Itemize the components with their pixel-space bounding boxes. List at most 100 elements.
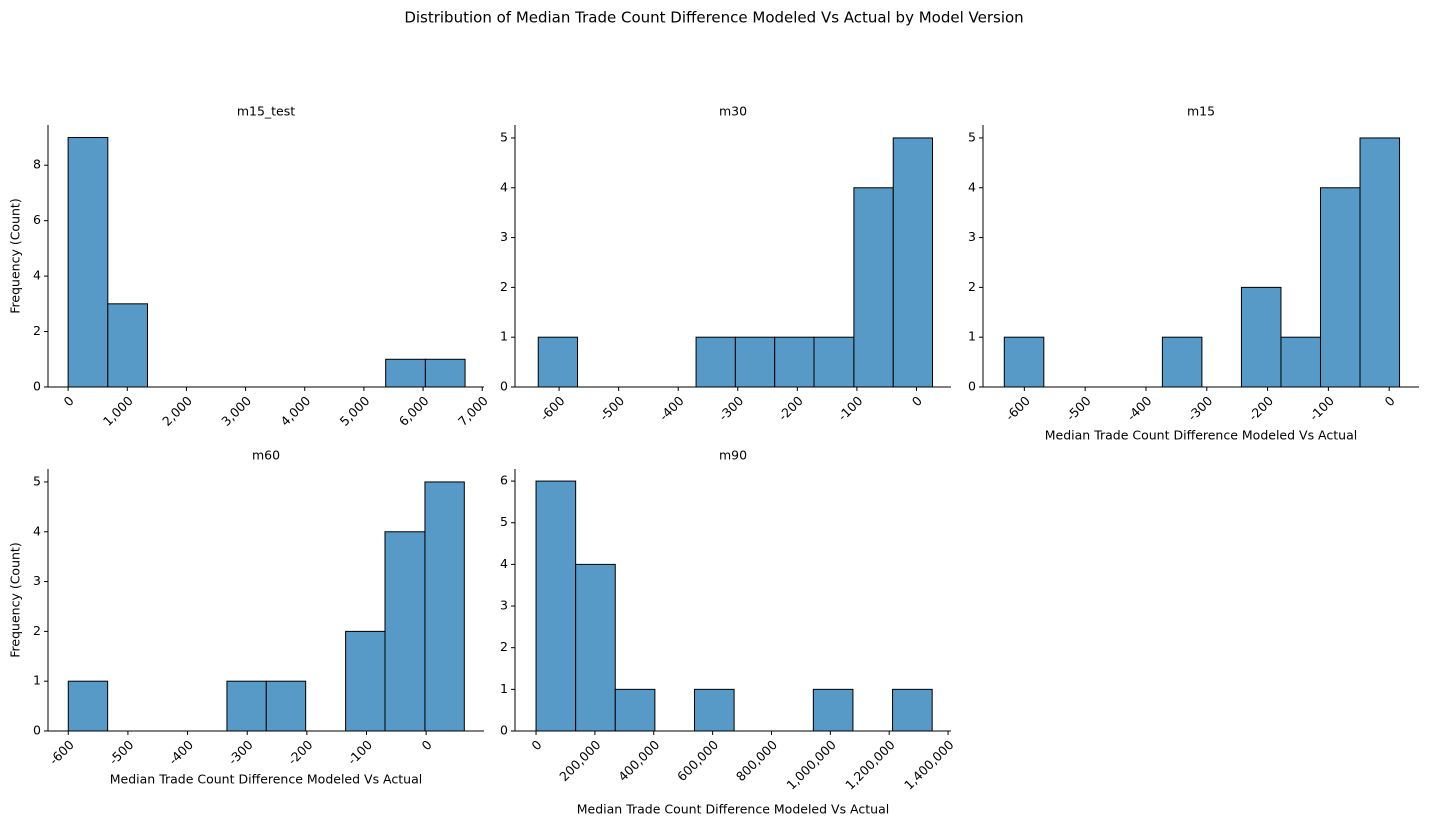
x-tick-label: 0: [60, 393, 76, 409]
bar: [1359, 137, 1401, 388]
bar: [575, 563, 616, 732]
y-tick-label: 2: [500, 279, 508, 294]
bar: [537, 336, 579, 388]
y-tick-label: 3: [500, 598, 508, 613]
y-tick-label: 4: [33, 268, 41, 283]
bar: [1319, 187, 1361, 388]
y-tick-label: 4: [500, 556, 508, 571]
bar: [226, 680, 267, 732]
x-tick-label: 2,000: [159, 393, 195, 429]
y-tick-label: 1: [500, 329, 508, 344]
panel: 0 1 2 3 4 5 -600 -500 -400 -300 -200 -100 0 m15 Median…: [968, 104, 1419, 443]
y-tick-label: 3: [968, 229, 976, 244]
bar: [1161, 336, 1203, 388]
y-tick-label: 2: [33, 623, 41, 638]
bar: [67, 680, 109, 732]
x-tick-label: -200: [285, 737, 316, 768]
figure-title: Distribution of Median Trade Count Diffe…: [404, 9, 1023, 27]
x-tick-label: -100: [344, 737, 375, 768]
y-tick-label: 4: [500, 179, 508, 194]
bar: [853, 187, 894, 388]
y-tick-label: 5: [500, 514, 508, 529]
bar: [813, 336, 855, 388]
x-tick-label: 1,400,000: [901, 737, 957, 793]
y-tick-label: 2: [968, 279, 976, 294]
x-tick-label: -300: [716, 393, 747, 424]
x-tick-label: -300: [1185, 393, 1216, 424]
x-tick-label: 5,000: [337, 393, 373, 429]
y-tick-label: 0: [33, 723, 41, 738]
bar: [1280, 336, 1321, 388]
x-tick-label: -600: [537, 393, 568, 424]
x-axis-label: Median Trade Count Difference Modeled Vs…: [1045, 428, 1357, 443]
x-tick-label: -300: [225, 737, 256, 768]
bar: [695, 336, 736, 388]
x-tick-label: -500: [106, 737, 137, 768]
x-tick-label: -400: [656, 393, 687, 424]
x-tick-label: 600,000: [674, 737, 721, 784]
y-axis-label: Frequency (Count): [8, 198, 23, 313]
bar: [1240, 286, 1282, 388]
bar: [424, 481, 465, 732]
panel: 0 2 4 6 8 0 1,000 2,000 3,000 4,000 5,000 6,000 7,00…: [8, 104, 491, 429]
x-tick-label: 0: [419, 737, 435, 753]
x-tick-label: -100: [835, 393, 866, 424]
bar: [535, 480, 577, 732]
bar: [734, 336, 776, 388]
x-tick-label: -100: [1306, 393, 1337, 424]
bar: [67, 136, 109, 388]
bar: [892, 688, 933, 732]
bar: [385, 358, 426, 388]
x-tick-label: -200: [1246, 393, 1277, 424]
y-tick-label: 6: [500, 473, 508, 488]
bar: [424, 358, 466, 388]
y-tick-label: 1: [500, 681, 508, 696]
x-axis-label: Median Trade Count Difference Modeled Vs…: [110, 772, 422, 787]
x-tick-label: 1,200,000: [842, 737, 898, 793]
y-tick-label: 0: [500, 379, 508, 394]
bar: [345, 630, 386, 732]
x-tick-label: -600: [46, 737, 77, 768]
x-tick-label: -500: [1063, 393, 1094, 424]
y-tick-label: 1: [33, 673, 41, 688]
panel-title: m90: [719, 448, 747, 463]
x-tick-label: -500: [597, 393, 628, 424]
panel-title: m15_test: [237, 104, 295, 119]
x-tick-label: 3,000: [218, 393, 254, 429]
x-tick-label: 6,000: [396, 393, 432, 429]
y-tick-label: 6: [33, 212, 41, 227]
x-tick-label: 0: [1382, 393, 1398, 409]
y-tick-label: 1: [968, 329, 976, 344]
bar: [812, 688, 854, 732]
panel-title: m60: [252, 448, 280, 463]
y-tick-label: 0: [33, 379, 41, 394]
y-tick-label: 5: [968, 129, 976, 144]
x-tick-label: 4,000: [277, 393, 313, 429]
x-tick-label: -400: [165, 737, 196, 768]
x-tick-label: 1,000,000: [783, 737, 839, 793]
panel-title: m30: [719, 104, 747, 119]
y-tick-label: 4: [33, 523, 41, 538]
x-tick-label: 200,000: [556, 737, 603, 784]
bar: [1003, 336, 1045, 388]
x-tick-label: 400,000: [615, 737, 662, 784]
x-tick-label: 7,000: [455, 393, 491, 429]
x-tick-label: 0: [909, 393, 925, 409]
y-tick-label: 2: [33, 323, 41, 338]
x-tick-label: 800,000: [733, 737, 780, 784]
y-tick-label: 0: [500, 723, 508, 738]
bar: [614, 688, 656, 732]
y-tick-label: 3: [33, 573, 41, 588]
panel-title: m15: [1187, 104, 1215, 119]
bar: [693, 688, 735, 732]
x-axis-label: Median Trade Count Difference Modeled Vs…: [577, 802, 889, 817]
bar: [774, 336, 815, 388]
bar: [892, 137, 934, 388]
panel: 0 1 2 3 4 5 -600 -500 -400 -300 -200 -100 0 m60 Median…: [8, 448, 484, 787]
bar: [107, 303, 149, 388]
bar: [265, 680, 307, 732]
y-tick-label: 8: [33, 157, 41, 172]
bar: [384, 531, 426, 732]
y-tick-label: 5: [33, 473, 41, 488]
